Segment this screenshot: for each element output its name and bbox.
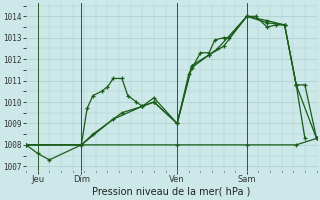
X-axis label: Pression niveau de la mer( hPa ): Pression niveau de la mer( hPa ) [92,187,251,197]
